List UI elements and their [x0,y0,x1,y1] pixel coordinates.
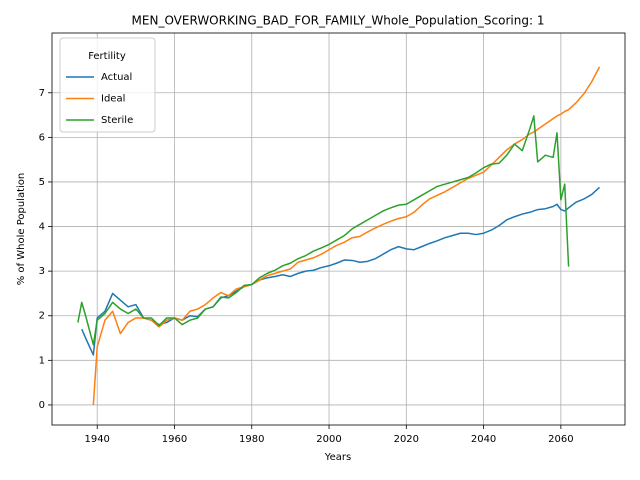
plot-frame [51,32,626,426]
data-line [77,115,570,346]
legend-title: Fertility [88,51,126,62]
y-tick-label: 2 [39,311,45,322]
chart-title: MEN_OVERWORKING_BAD_FOR_FAMILY_Whole_Pop… [132,14,545,28]
x-axis-label: Years [324,452,351,463]
legend-label: Actual [101,72,132,83]
x-tick-label: 1940 [84,434,109,445]
y-tick-label: 0 [39,400,45,411]
legend-label: Ideal [101,94,125,105]
legend-label: Sterile [101,115,133,126]
y-tick-label: 6 [39,132,45,143]
x-tick-label: 2020 [394,434,419,445]
y-tick-label: 3 [39,266,45,277]
x-tick-label: 1960 [162,434,187,445]
y-tick-label: 5 [39,177,45,188]
x-tick-label: 2040 [471,434,496,445]
data-line [92,66,601,405]
y-tick-label: 1 [39,355,45,366]
y-axis-label: % of Whole Population [16,173,27,286]
legend: Fertility Actual Ideal Sterile [59,37,156,133]
x-tick-label: 2060 [548,434,573,445]
x-tick-label: 1980 [239,434,264,445]
legend-box [59,37,156,133]
y-tick-label: 7 [39,88,45,99]
data-line [81,186,601,356]
x-tick-label: 2000 [316,434,341,445]
y-tick-label: 4 [39,222,45,233]
